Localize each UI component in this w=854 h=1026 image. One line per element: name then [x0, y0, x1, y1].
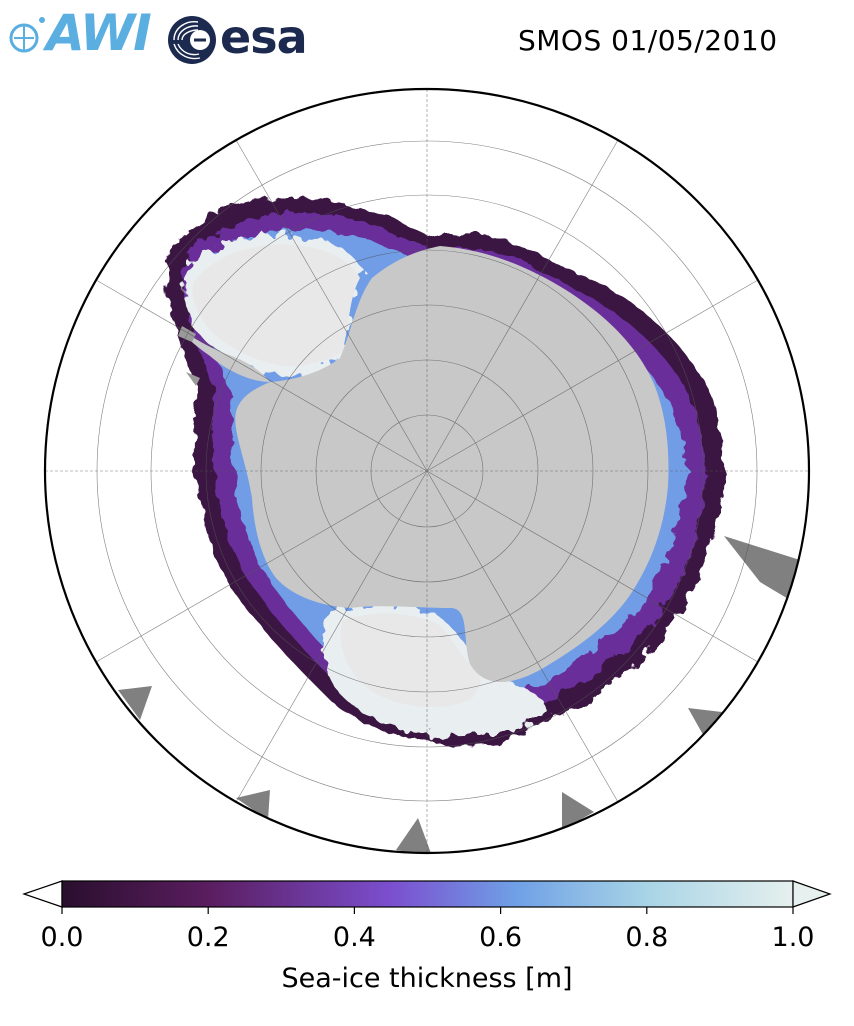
colorbar-label: Sea-ice thickness [m] [281, 963, 573, 994]
logo-bar: AWI esa [8, 4, 308, 64]
colorbar-gradient [61, 880, 794, 908]
colorbar-extend-low [22, 880, 63, 908]
graticule [45, 89, 809, 853]
colorbar-extend-high [792, 880, 832, 908]
colorbar-tick-label: 0.4 [332, 922, 376, 953]
colorbar-tick-label: 0.2 [186, 922, 230, 953]
map-boundary [43, 87, 811, 855]
colorbar-tick-label: 0.6 [479, 922, 523, 953]
colorbar-tick-label: 0.0 [40, 922, 84, 953]
awi-logo-text: AWI [46, 4, 152, 62]
peninsula-outcrop [178, 326, 200, 386]
antarctic-continent [235, 246, 669, 683]
ice-shelf-ronne-filchner [192, 244, 360, 367]
colorbar [22, 880, 832, 914]
esa-logo-text: esa [220, 10, 308, 64]
antarctic-sea-ice-map [43, 87, 811, 855]
missing-data-regions [118, 536, 800, 853]
antarctic-peninsula [182, 330, 270, 382]
map-title: SMOS 01/05/2010 [518, 24, 778, 57]
ice-shelf-ross [340, 613, 481, 708]
awi-logo-icon [9, 17, 45, 53]
colorbar-tick-label: 1.0 [771, 922, 815, 953]
esa-logo-icon [168, 16, 216, 64]
colorbar-ticks [61, 907, 794, 914]
colorbar-tick-label: 0.8 [625, 922, 669, 953]
